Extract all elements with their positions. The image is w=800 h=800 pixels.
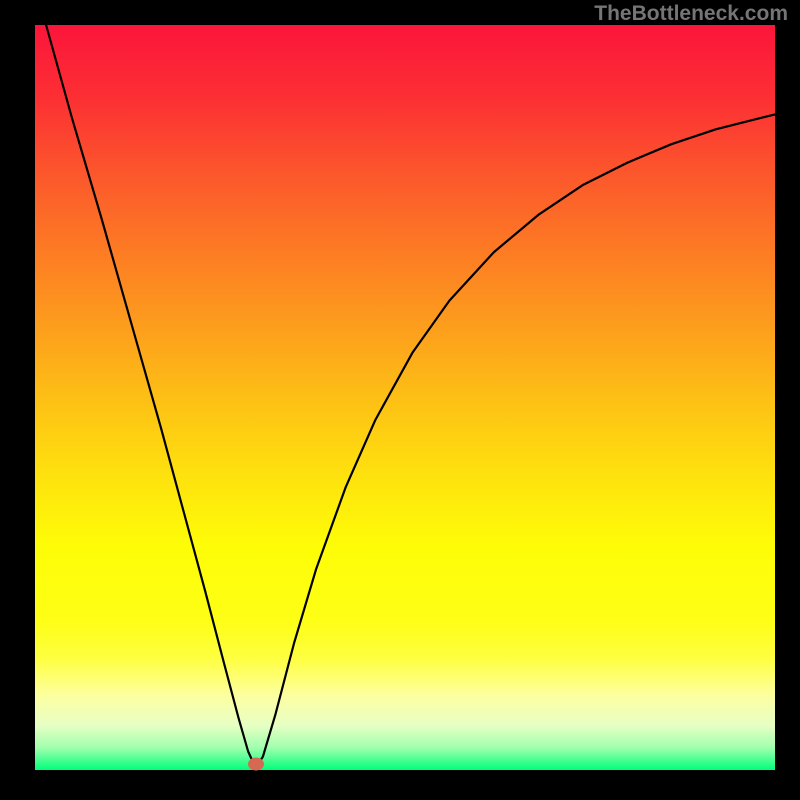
chart-container: TheBottleneck.com (0, 0, 800, 800)
plot-area (35, 25, 775, 770)
watermark-text: TheBottleneck.com (594, 2, 788, 26)
curve-svg (35, 25, 775, 770)
bottleneck-curve (46, 25, 775, 768)
optimum-marker (248, 758, 264, 771)
